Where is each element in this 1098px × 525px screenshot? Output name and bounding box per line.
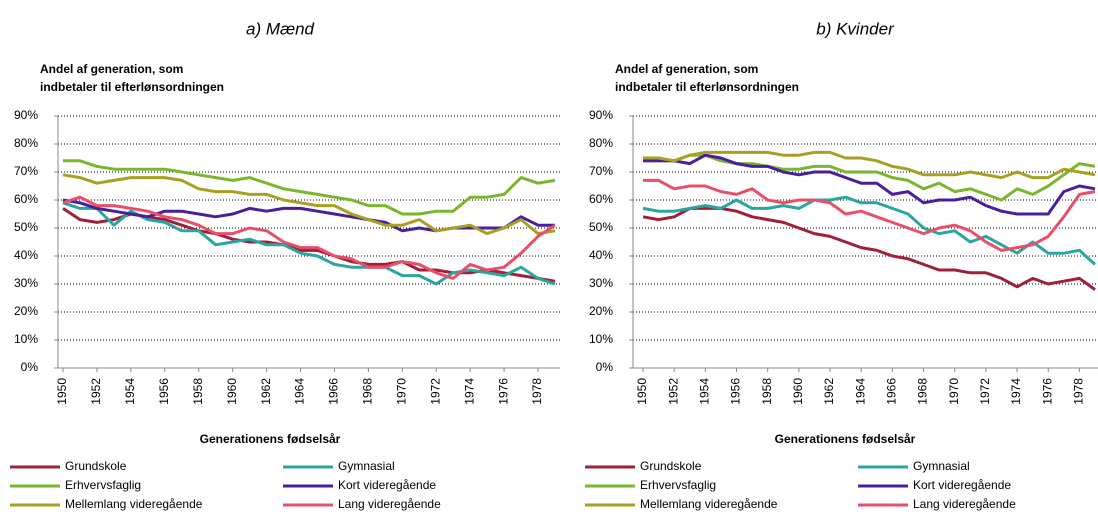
x-axis-label: Generationens fødselsår: [200, 432, 341, 446]
legend-label: Mellemlang videregående: [640, 497, 778, 511]
legend-label: Erhvervsfaglig: [640, 478, 716, 492]
x-tick-label: 1974: [1009, 378, 1023, 405]
y-tick-label: 40%: [14, 248, 38, 262]
x-tick-label: 1958: [760, 378, 774, 405]
y-tick-label: 30%: [14, 276, 38, 290]
y-tick-label: 10%: [589, 332, 613, 346]
x-tick-label: 1970: [947, 378, 961, 405]
y-axis-label: indbetaler til efterlønsordningen: [40, 80, 224, 94]
series-line: [62, 201, 556, 286]
chart-title: a) Mænd: [246, 19, 315, 38]
series-line: [643, 150, 1096, 180]
x-tick-label: 1950: [55, 378, 69, 405]
legend-label: Grundskole: [640, 459, 702, 473]
legend-label: Gymnasial: [913, 459, 970, 473]
legend-label: Kort videregående: [913, 478, 1011, 492]
legend-label: Grundskole: [65, 459, 127, 473]
x-tick-label: 1972: [428, 378, 442, 405]
y-tick-label: 50%: [589, 220, 613, 234]
x-tick-label: 1976: [496, 378, 510, 405]
legend-label: Mellemlang videregående: [65, 497, 203, 511]
chart-title: b) Kvinder: [816, 19, 895, 38]
y-tick-label: 80%: [14, 136, 38, 150]
x-tick-label: 1966: [327, 378, 341, 405]
series-line: [642, 206, 1096, 291]
x-tick-label: 1952: [666, 378, 680, 405]
x-tick-label: 1964: [293, 378, 307, 405]
y-tick-label: 50%: [14, 220, 38, 234]
legend-label: Gymnasial: [338, 459, 395, 473]
x-axis-label: Generationens fødselsår: [775, 432, 916, 446]
y-tick-label: 70%: [589, 164, 613, 178]
series-line: [63, 159, 556, 216]
x-tick-label: 1962: [259, 378, 273, 405]
y-tick-label: 90%: [589, 108, 613, 122]
x-tick-label: 1964: [853, 378, 867, 405]
legend-label: Kort videregående: [338, 478, 436, 492]
legend-label: Lang videregående: [338, 497, 441, 511]
series-line: [643, 153, 1096, 216]
x-tick-label: 1962: [822, 378, 836, 405]
y-axis-label: indbetaler til efterlønsordningen: [615, 80, 799, 94]
x-tick-label: 1958: [191, 378, 205, 405]
y-axis-label: Andel af generation, som: [40, 62, 183, 76]
x-tick-label: 1954: [123, 378, 137, 405]
x-tick-label: 1978: [530, 378, 544, 405]
y-tick-label: 90%: [14, 108, 38, 122]
series-line: [62, 207, 556, 283]
series-line: [62, 195, 556, 280]
x-tick-label: 1976: [1040, 378, 1054, 405]
x-tick-label: 1970: [394, 378, 408, 405]
legend-label: Lang videregående: [913, 497, 1016, 511]
x-tick-label: 1954: [698, 378, 712, 405]
series-line: [642, 195, 1097, 266]
y-tick-label: 20%: [14, 304, 38, 318]
y-tick-label: 70%: [14, 164, 38, 178]
y-tick-label: 10%: [14, 332, 38, 346]
x-tick-label: 1956: [157, 378, 171, 405]
x-tick-label: 1968: [361, 378, 375, 405]
x-tick-label: 1952: [89, 378, 103, 405]
x-tick-label: 1968: [916, 378, 930, 405]
x-tick-label: 1978: [1072, 378, 1086, 405]
x-tick-label: 1960: [225, 378, 239, 405]
x-tick-label: 1950: [635, 378, 649, 405]
x-tick-label: 1960: [791, 378, 805, 405]
x-tick-label: 1974: [462, 378, 476, 405]
y-tick-label: 0%: [21, 360, 39, 374]
legend-label: Erhvervsfaglig: [65, 478, 141, 492]
series-line: [643, 153, 1096, 202]
y-axis-label: Andel af generation, som: [615, 62, 758, 76]
y-tick-label: 30%: [589, 276, 613, 290]
x-tick-label: 1972: [978, 378, 992, 405]
y-tick-label: 60%: [14, 192, 38, 206]
y-tick-label: 0%: [596, 360, 614, 374]
series-line: [62, 173, 556, 236]
y-tick-label: 40%: [589, 248, 613, 262]
x-tick-label: 1966: [885, 378, 899, 405]
y-tick-label: 60%: [589, 192, 613, 206]
x-tick-label: 1956: [729, 378, 743, 405]
y-tick-label: 20%: [589, 304, 613, 318]
series-line: [643, 178, 1096, 252]
y-tick-label: 80%: [589, 136, 613, 150]
